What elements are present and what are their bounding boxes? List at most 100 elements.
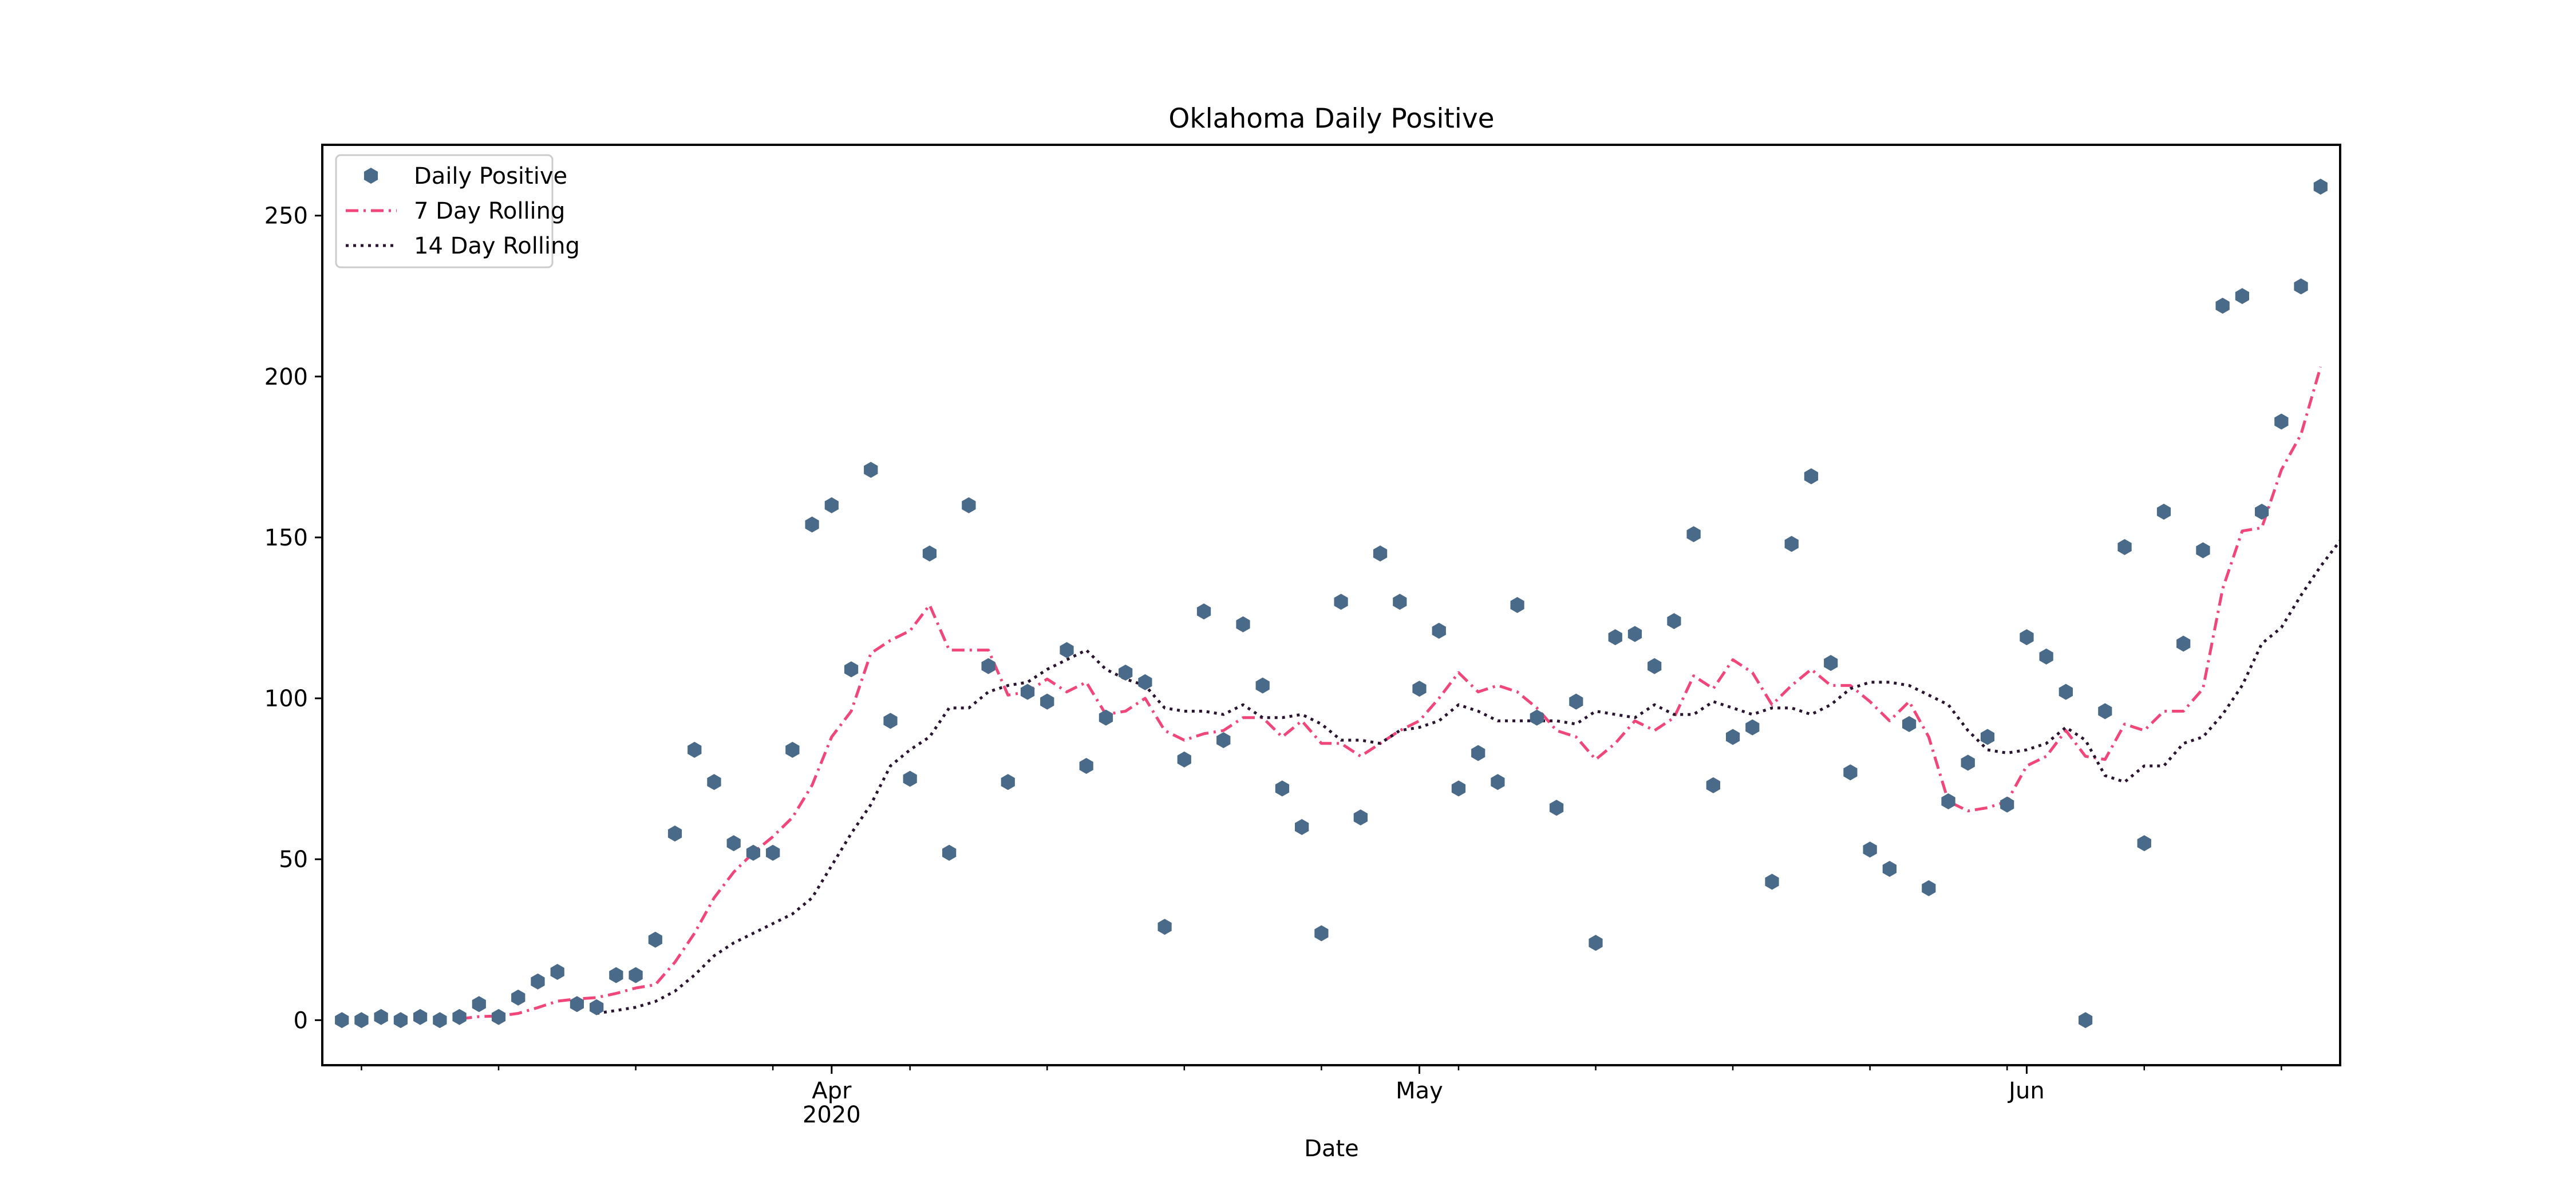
data-point (1432, 623, 1446, 639)
data-point (1236, 616, 1250, 632)
data-point (1824, 655, 1838, 671)
data-point (2000, 796, 2014, 813)
data-point (1549, 800, 1564, 816)
data-point (2196, 542, 2210, 559)
legend-box (335, 154, 554, 268)
data-point (785, 742, 800, 758)
data-point (629, 967, 643, 983)
data-point (2156, 504, 2171, 520)
y-tick-label: 200 (264, 364, 308, 390)
data-point (1706, 777, 1720, 793)
legend-marker (364, 168, 378, 184)
data-point (2020, 629, 2034, 646)
data-point (2294, 278, 2308, 295)
data-point (1804, 468, 1819, 485)
data-point (1843, 764, 1858, 781)
data-point (942, 844, 957, 861)
data-point (824, 497, 839, 513)
data-point (707, 774, 721, 790)
data-point (1001, 774, 1015, 790)
data-point (1099, 709, 1113, 726)
data-point (590, 999, 604, 1015)
data-point (688, 742, 702, 758)
data-point (354, 1012, 369, 1029)
data-point (511, 989, 526, 1006)
data-point (2137, 835, 2151, 852)
data-point (1451, 780, 1466, 797)
data-point (1491, 774, 1505, 790)
data-point (1569, 693, 1583, 710)
data-point (2255, 504, 2269, 520)
data-point (746, 844, 760, 861)
data-point (1275, 780, 1290, 797)
data-point (1589, 935, 1603, 951)
data-point (1119, 665, 1133, 681)
y-axis: 0 50 100 150 200 250 (264, 203, 322, 1034)
chart-title: Oklahoma Daily Positive (1168, 103, 1494, 135)
y-tick-label: 150 (264, 525, 308, 551)
data-point (1373, 545, 1388, 562)
data-point (1608, 629, 1622, 646)
data-point (1079, 758, 1093, 774)
data-point (335, 1012, 349, 1029)
data-point (1902, 716, 1917, 732)
data-point (550, 964, 564, 980)
series-line-14-day-rolling (596, 540, 2340, 1015)
x-tick-label: Apr (812, 1078, 852, 1104)
data-point (2313, 179, 2328, 195)
data-point (1412, 681, 1427, 697)
data-point (1686, 526, 1701, 543)
y-tick-label: 0 (294, 1007, 308, 1034)
data-point (1980, 729, 1995, 745)
plot-area (335, 179, 2340, 1029)
data-point (903, 770, 917, 787)
y-tick-label: 50 (279, 847, 308, 873)
data-point (1216, 732, 1231, 749)
data-point (2117, 539, 2132, 555)
data-point (1393, 594, 1407, 610)
data-point (452, 1009, 467, 1025)
data-point (1882, 861, 1897, 877)
data-point (648, 931, 662, 948)
data-point (1765, 873, 1779, 890)
data-point (922, 545, 937, 562)
data-point (609, 967, 623, 983)
data-point (2039, 649, 2053, 665)
series-line-7-day-rolling (459, 366, 2322, 1021)
data-point (374, 1009, 388, 1025)
x-tick-sublabel: 2020 (803, 1102, 861, 1128)
data-point (2098, 703, 2112, 719)
plot-frame (321, 144, 2341, 1066)
data-point (1177, 751, 1191, 768)
data-point (962, 497, 976, 513)
data-point (1863, 841, 1877, 858)
data-point (413, 1009, 428, 1025)
x-tick-label: May (1396, 1078, 1443, 1104)
data-point (864, 461, 878, 478)
y-tick-label: 250 (264, 203, 308, 230)
data-point (1961, 754, 1975, 771)
data-point (393, 1012, 408, 1029)
data-point (1647, 658, 1662, 674)
data-point (1922, 880, 1936, 896)
data-point (766, 844, 780, 861)
data-point (2215, 298, 2230, 314)
data-point (805, 516, 819, 533)
data-point (2176, 635, 2191, 652)
data-point (1745, 719, 1760, 736)
data-point (2059, 683, 2073, 700)
data-point (1726, 729, 1740, 745)
legend: Daily Positive 7 Day Rolling 14 Day Rollin… (335, 154, 580, 268)
data-point (726, 835, 741, 852)
data-point (844, 661, 859, 678)
data-point (1060, 642, 1074, 658)
data-point (1314, 925, 1329, 942)
data-point (472, 996, 486, 1013)
data-point (433, 1012, 447, 1029)
data-point (1157, 919, 1172, 935)
data-point (1667, 613, 1681, 630)
data-point (981, 658, 995, 674)
data-point (491, 1009, 506, 1025)
data-point (2235, 288, 2249, 305)
